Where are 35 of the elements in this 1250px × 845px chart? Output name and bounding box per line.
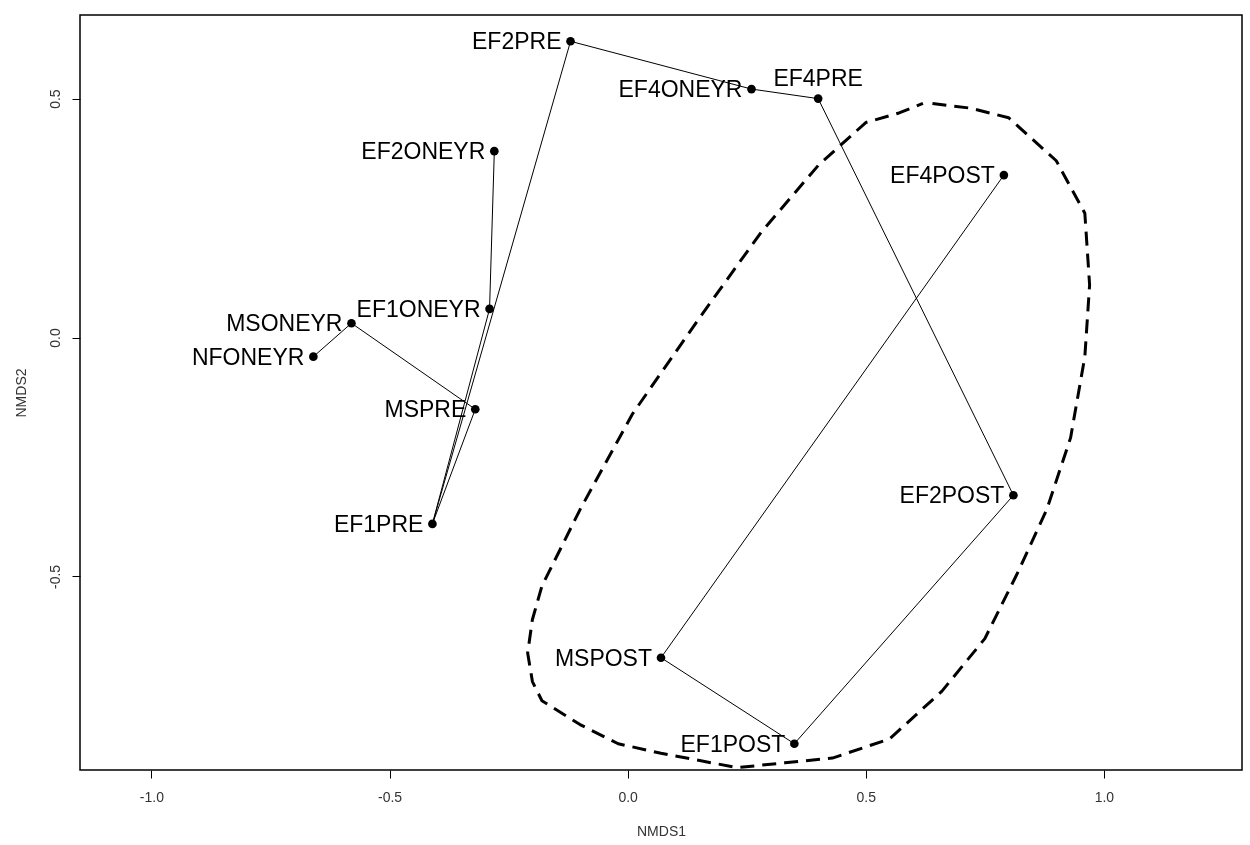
annotation: MSONEYR bbox=[226, 310, 343, 337]
y-tick-label: 0.0 bbox=[46, 328, 63, 348]
annotation: EF2POST bbox=[899, 482, 1005, 509]
point bbox=[489, 146, 499, 156]
point bbox=[1009, 490, 1018, 500]
point bbox=[428, 519, 437, 529]
point bbox=[999, 170, 1009, 180]
x-tick-label: -0.5 bbox=[377, 788, 403, 805]
x-tick-label: 1.0 bbox=[1094, 788, 1115, 805]
y-tick-label: -0.5 bbox=[46, 564, 63, 590]
x-tick-label: -1.0 bbox=[139, 788, 165, 805]
annotation: MSPOST bbox=[554, 644, 652, 671]
annotation: EF1ONEYR bbox=[356, 295, 481, 322]
annotation: EF1POST bbox=[680, 730, 786, 757]
y-tick-label: 0.5 bbox=[46, 89, 63, 109]
annotation: EF4POST bbox=[890, 162, 995, 189]
annotation: EF2ONEYR bbox=[361, 138, 486, 165]
y-axis-title: NMDS2 bbox=[12, 368, 29, 418]
point bbox=[347, 318, 356, 328]
annotation: EF4ONEYR bbox=[618, 76, 743, 103]
point bbox=[656, 653, 666, 663]
annotation: EF1PRE bbox=[333, 510, 424, 537]
point bbox=[813, 94, 823, 103]
point bbox=[309, 352, 318, 361]
point bbox=[470, 404, 480, 414]
x-tick-label: 0.5 bbox=[856, 788, 877, 805]
point bbox=[566, 36, 575, 46]
annotation: EF4PRE bbox=[773, 64, 863, 91]
annotation: EF2PRE bbox=[472, 28, 562, 55]
point bbox=[485, 304, 494, 314]
x-tick-label: 0.0 bbox=[618, 788, 639, 805]
x-axis-title: NMDS1 bbox=[636, 822, 687, 839]
point bbox=[790, 739, 799, 749]
point bbox=[747, 84, 756, 94]
annotation: NFONEYR bbox=[191, 343, 305, 370]
